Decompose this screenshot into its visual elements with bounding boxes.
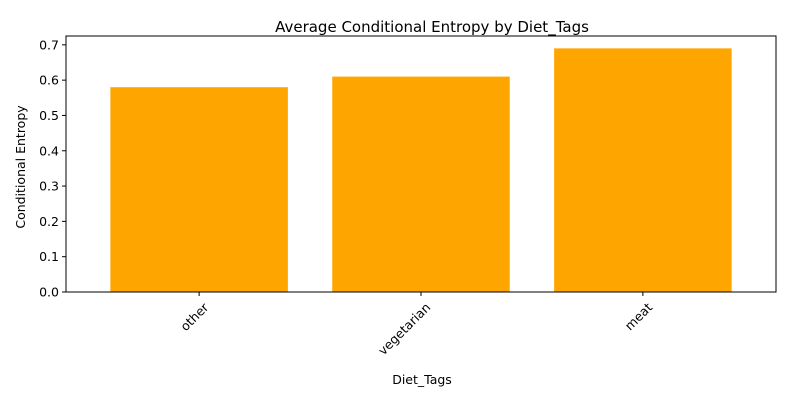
y-tick-label: 0.6	[39, 73, 59, 88]
y-axis: 0.0 0.1 0.2 0.3 0.4 0.5 0.6 0.7	[39, 37, 66, 300]
bar-other	[110, 87, 288, 292]
chart-title: Average Conditional Entropy by Diet_Tags	[275, 18, 589, 37]
y-tick-label: 0.1	[39, 249, 59, 264]
y-tick-label: 0.0	[39, 285, 59, 300]
x-axis-title: Diet_Tags	[392, 372, 452, 387]
y-tick-label: 0.4	[39, 143, 59, 158]
bar-vegetarian	[332, 76, 510, 292]
bar-meat	[554, 48, 732, 293]
x-tick-label: vegetarian	[375, 300, 433, 358]
y-axis-title: Conditional Entropy	[13, 105, 28, 229]
y-tick-label: 0.7	[39, 37, 59, 52]
y-tick-label: 0.2	[39, 214, 59, 229]
y-tick-label: 0.3	[39, 179, 59, 194]
bars-group	[110, 48, 732, 293]
x-tick-label: meat	[622, 300, 656, 334]
y-tick-label: 0.5	[39, 108, 59, 123]
plot-frame	[65, 35, 777, 293]
x-tick-label: other	[177, 299, 212, 334]
x-axis: other vegetarian meat	[177, 292, 655, 358]
